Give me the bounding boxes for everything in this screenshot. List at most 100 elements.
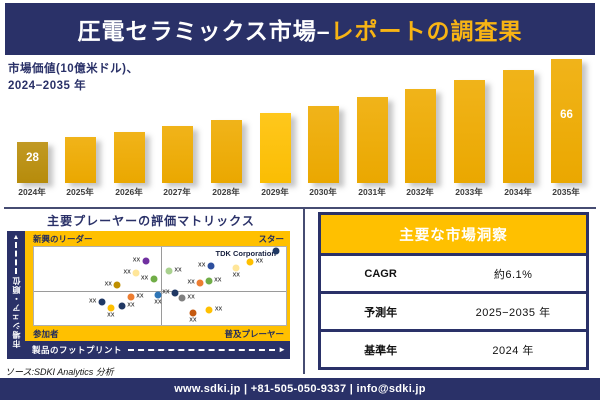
bar-2029年 bbox=[260, 113, 291, 183]
matrix-point: XX bbox=[105, 281, 121, 289]
matrix-point-dot bbox=[205, 306, 213, 314]
matrix-point-label: XX bbox=[107, 312, 115, 319]
insights-rows: CAGR 約6.1% 予測年 2025−2035 年基準年 2024 年 bbox=[321, 253, 586, 367]
matrix-point: XX bbox=[205, 306, 222, 314]
matrix-point-dot bbox=[118, 302, 126, 310]
matrix-point-label: XX bbox=[214, 277, 222, 284]
matrix-point-label: XX bbox=[154, 299, 162, 306]
insights-row-label: CAGR bbox=[364, 267, 397, 280]
quadrant-divider-vertical bbox=[161, 247, 162, 325]
matrix-plot-area: TDK Corporation XX XX XX XX XX XX XX XX XX XX XX XX… bbox=[33, 246, 287, 326]
quadrant-label-participants: 参加者 bbox=[33, 329, 59, 339]
matrix-point-dot bbox=[207, 262, 215, 270]
insights-row-label: 基準年 bbox=[364, 344, 398, 357]
page-title-report: レポートの調査果 bbox=[330, 18, 523, 44]
x-tick-2032年: 2032年 bbox=[406, 187, 434, 197]
matrix-point-dot bbox=[232, 264, 240, 272]
matrix-point-dot bbox=[154, 291, 162, 299]
chart-subtitle-line2: 2024−2035 年 bbox=[8, 80, 87, 93]
x-axis-dashed-line bbox=[128, 349, 276, 351]
matrix-point: XX bbox=[133, 257, 150, 265]
matrix-point: XX bbox=[127, 293, 144, 301]
y-axis-dashed-line bbox=[15, 242, 17, 274]
x-tick-2027年: 2027年 bbox=[163, 187, 191, 197]
matrix-point-dot bbox=[132, 269, 140, 277]
matrix-point-dot bbox=[272, 247, 280, 255]
matrix-point-dot bbox=[107, 304, 115, 312]
matrix-point: XX bbox=[162, 289, 179, 297]
matrix-point-dot bbox=[165, 267, 173, 275]
matrix-point: XX bbox=[123, 269, 140, 277]
chart-subtitle-line1: 市場価値(10億米ドル)、 bbox=[8, 63, 139, 75]
arrow-up-icon: ▲ bbox=[12, 234, 20, 241]
company-label-tdk: TDK Corporation bbox=[215, 248, 276, 258]
insights-row-value: 2024 年 bbox=[492, 344, 534, 357]
insights-row-value: 約6.1% bbox=[493, 268, 533, 281]
bar-2028年 bbox=[211, 120, 242, 183]
matrix-x-axis: 製品のフットプリント ► bbox=[25, 341, 290, 359]
quadrant-divider-horizontal bbox=[34, 290, 286, 292]
bar-value-label: 66 bbox=[560, 109, 573, 121]
matrix-point-label: XX bbox=[104, 281, 112, 288]
horizontal-divider bbox=[4, 207, 596, 209]
matrix-point: XX bbox=[107, 304, 115, 318]
matrix-point-label: XX bbox=[187, 294, 195, 301]
source-note: ソース:SDKI Analytics 分析 bbox=[5, 367, 114, 377]
page-title: 圧電セラミックス市場–レポートの調査果 bbox=[77, 12, 522, 46]
matrix-point: XX bbox=[178, 294, 195, 302]
matrix-point: XX bbox=[205, 277, 221, 285]
matrix-point-label: XX bbox=[132, 257, 141, 264]
bar-2035年: 66 bbox=[551, 59, 582, 183]
matrix-point-label: XX bbox=[214, 306, 223, 313]
insights-row-value: 2025−2035 年 bbox=[475, 306, 551, 319]
matrix-point-label: XX bbox=[198, 262, 206, 269]
footer-contact-bar: www.sdki.jp | +81-505-050-9337 | info@sd… bbox=[0, 378, 600, 400]
x-tick-2025年: 2025年 bbox=[66, 187, 94, 197]
y-axis-label: 市場シェア・順位 bbox=[11, 276, 21, 348]
quadrant-label-star: スター bbox=[258, 234, 284, 244]
x-tick-2033年: 2033年 bbox=[455, 187, 483, 197]
matrix-point-label: XX bbox=[88, 298, 97, 305]
x-tick-2026年: 2026年 bbox=[115, 187, 143, 197]
matrix-point-dot bbox=[178, 294, 186, 302]
bar-2031年 bbox=[357, 97, 388, 183]
matrix-point: XX bbox=[198, 262, 215, 270]
matrix-point-dot bbox=[98, 298, 106, 306]
matrix-point-dot bbox=[205, 277, 213, 285]
matrix-point: XX bbox=[154, 291, 162, 305]
matrix-point-label: XX bbox=[174, 267, 182, 274]
matrix-point-dot bbox=[150, 275, 158, 283]
matrix-point-label: XX bbox=[123, 269, 131, 276]
matrix-point-label: XX bbox=[127, 302, 135, 309]
title-banner: 圧電セラミックス市場–レポートの調査果 bbox=[5, 3, 595, 55]
matrix-point-dot bbox=[142, 257, 150, 265]
bar-2034年 bbox=[503, 70, 534, 183]
quadrant-label-emerging-leaders: 新興のリーダー bbox=[33, 234, 93, 244]
matrix-point: XX bbox=[165, 267, 182, 275]
insights-header: 主要な市場洞察 bbox=[321, 215, 586, 253]
matrix-title: 主要プレーヤーの評価マトリックス bbox=[47, 214, 255, 228]
matrix-point-dot bbox=[196, 279, 204, 287]
matrix-point-label: XX bbox=[162, 289, 170, 296]
matrix-point-label: XX bbox=[140, 275, 149, 282]
bar-2027年 bbox=[162, 126, 193, 183]
matrix-point-dot bbox=[171, 289, 179, 297]
bar-2024年: 28 bbox=[17, 142, 48, 183]
matrix-point-dot bbox=[189, 309, 197, 317]
matrix-point: XX bbox=[189, 309, 197, 323]
insights-row-予測年: 予測年 2025−2035 年 bbox=[321, 291, 586, 329]
matrix-point-dot bbox=[246, 258, 254, 266]
bar-2025年 bbox=[65, 137, 96, 183]
x-tick-2035年: 2035年 bbox=[552, 187, 580, 197]
quadrant-label-pervasive-players: 普及プレーヤー bbox=[224, 329, 284, 339]
insights-row-cagr: CAGR 約6.1% bbox=[321, 253, 586, 291]
insights-row-label: 予測年 bbox=[364, 306, 398, 319]
insights-table: 主要な市場洞察 CAGR 約6.1% 予測年 2025−2035 年基準年 2024 年 bbox=[318, 212, 589, 370]
matrix-point-dot bbox=[127, 293, 135, 301]
insights-row-基準年: 基準年 2024 年 bbox=[321, 329, 586, 367]
x-tick-2024年: 2024年 bbox=[18, 187, 46, 197]
matrix-point bbox=[272, 247, 280, 255]
x-tick-2031年: 2031年 bbox=[358, 187, 386, 197]
matrix-point: XX bbox=[141, 275, 158, 283]
matrix-point: XX bbox=[187, 279, 204, 287]
